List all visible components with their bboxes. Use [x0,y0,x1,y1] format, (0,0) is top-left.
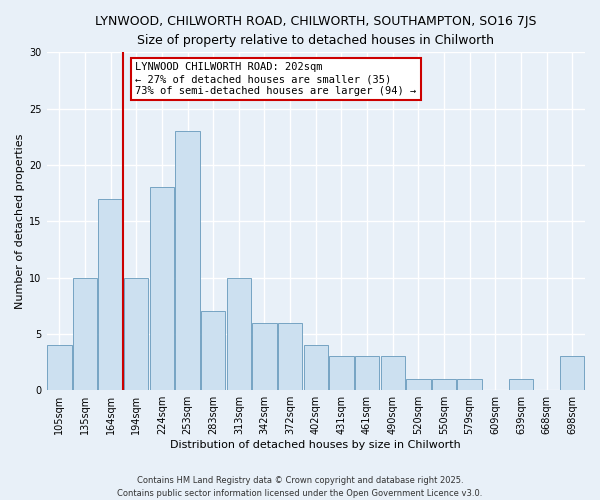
Bar [432,379,456,390]
Bar [355,356,379,390]
Bar [253,322,277,390]
Bar [98,198,123,390]
Bar [406,379,431,390]
Bar [560,356,584,390]
Bar [380,356,405,390]
Title: LYNWOOD, CHILWORTH ROAD, CHILWORTH, SOUTHAMPTON, SO16 7JS
Size of property relat: LYNWOOD, CHILWORTH ROAD, CHILWORTH, SOUT… [95,15,536,47]
Bar [278,322,302,390]
Bar [150,188,174,390]
Bar [227,278,251,390]
Bar [73,278,97,390]
Text: LYNWOOD CHILWORTH ROAD: 202sqm
← 27% of detached houses are smaller (35)
73% of : LYNWOOD CHILWORTH ROAD: 202sqm ← 27% of … [136,62,416,96]
Bar [47,345,71,390]
Text: Contains HM Land Registry data © Crown copyright and database right 2025.
Contai: Contains HM Land Registry data © Crown c… [118,476,482,498]
X-axis label: Distribution of detached houses by size in Chilworth: Distribution of detached houses by size … [170,440,461,450]
Bar [175,131,200,390]
Bar [201,312,226,390]
Y-axis label: Number of detached properties: Number of detached properties [15,134,25,309]
Bar [124,278,148,390]
Bar [329,356,353,390]
Bar [509,379,533,390]
Bar [457,379,482,390]
Bar [304,345,328,390]
